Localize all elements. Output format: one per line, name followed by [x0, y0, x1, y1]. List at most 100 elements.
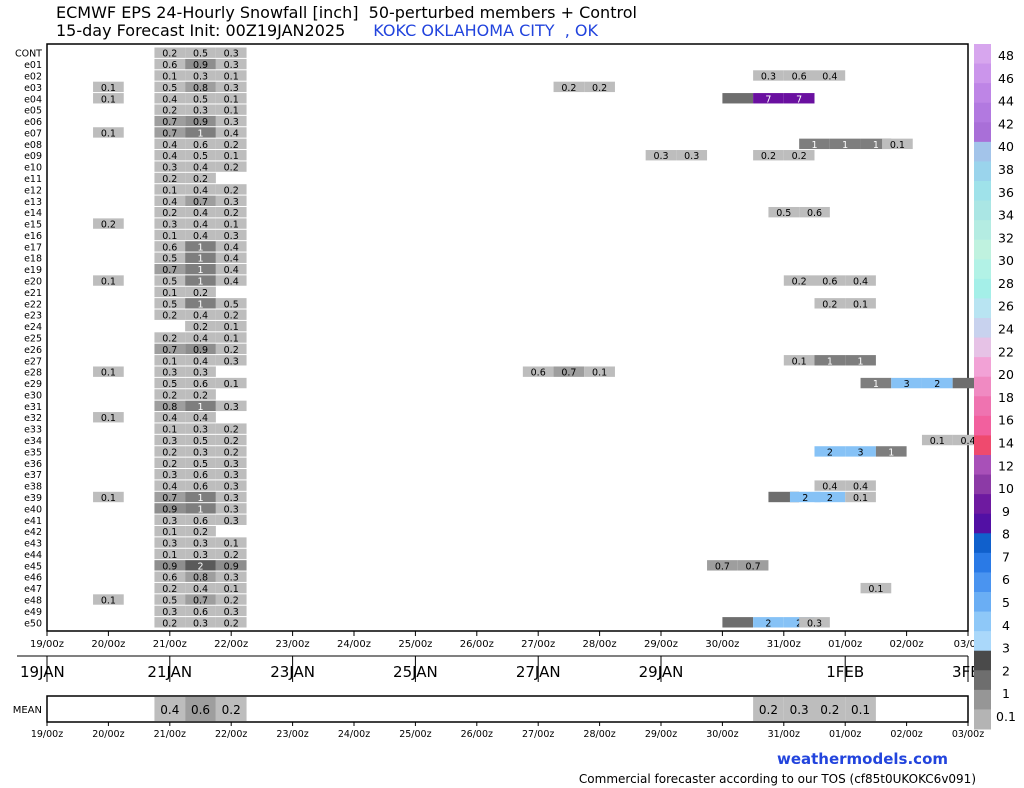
snowfall-cell [814, 491, 846, 503]
cell-value: 1 [873, 379, 879, 390]
cell-value: 0.6 [193, 140, 208, 151]
cell-value: 0.1 [162, 527, 177, 538]
colorbar-swatch [974, 592, 991, 613]
snowfall-cell [215, 320, 247, 332]
mean-value: 0.6 [191, 703, 210, 717]
snowfall-cell [154, 161, 186, 172]
snowfall-cell [154, 343, 186, 355]
snowfall-cell [845, 355, 876, 366]
mean-cell [814, 697, 846, 721]
cell-value: 7 [765, 94, 771, 105]
colorbar-label: 38 [998, 162, 1014, 177]
member-label: e18 [24, 254, 42, 265]
colorbar-swatch [974, 44, 991, 65]
cell-value: 0.1 [224, 539, 239, 550]
colorbar-swatch [974, 161, 991, 182]
date-label: 27JAN [516, 663, 561, 681]
snowfall-cell [154, 491, 186, 503]
colorbar-label: 20 [998, 367, 1014, 382]
colorbar-label: 42 [998, 116, 1014, 131]
snowfall-cell [154, 81, 186, 93]
colorbar-swatch [974, 650, 991, 671]
site-link[interactable]: weathermodels.com [776, 750, 948, 768]
cell-value: 0.7 [193, 197, 208, 208]
snowfall-cell [215, 491, 247, 503]
mean-x-tick-label: 28/00z [583, 729, 615, 740]
snowfall-cell [215, 605, 247, 617]
mean-cell [783, 697, 815, 721]
cell-value: 0.3 [193, 550, 208, 561]
snowfall-cell [154, 537, 186, 548]
snowfall-cell [215, 457, 247, 469]
x-tick-label: 20/00z [91, 639, 125, 650]
member-label: e43 [24, 539, 42, 550]
snowfall-cell [154, 412, 186, 423]
cell-value: 0.4 [193, 333, 208, 344]
cell-value: 0.3 [224, 607, 239, 618]
date-label: 23JAN [270, 663, 315, 681]
snowfall-cell [814, 298, 846, 309]
colorbar-swatch [974, 455, 991, 476]
cell-value: 0.5 [193, 459, 208, 470]
snowfall-cell [93, 366, 124, 377]
snowfall-cell [215, 58, 247, 70]
colorbar-label: 16 [998, 413, 1014, 428]
cell-value: 0.3 [193, 71, 208, 82]
snowfall-cell [185, 127, 216, 138]
snowfall-cell [952, 377, 984, 389]
cell-value: 2 [197, 561, 203, 572]
snowfall-cell [154, 400, 186, 412]
member-label: e19 [24, 265, 42, 276]
snowfall-cell [185, 400, 216, 412]
snowfall-cell [645, 150, 677, 161]
colorbar-swatch [974, 415, 991, 436]
snowfall-cell [154, 275, 186, 286]
cell-value: 0.2 [224, 163, 239, 174]
snowfall-cell [814, 480, 846, 491]
cell-value: 0.1 [224, 379, 239, 390]
member-label: e23 [24, 311, 42, 322]
member-label: e42 [24, 527, 42, 538]
cell-value: 0.3 [224, 516, 239, 527]
chart-title: ECMWF EPS 24-Hourly Snowfall [inch] 50-p… [56, 3, 637, 22]
colorbar-swatch [974, 122, 991, 143]
snowfall-cell [185, 571, 216, 582]
snowfall-cell [154, 58, 186, 70]
colorbar-swatch [974, 631, 991, 652]
snowfall-cell [154, 389, 186, 400]
cell-value: 0.4 [224, 277, 239, 288]
snowfall-cell [215, 241, 247, 252]
cell-value: 0.9 [193, 345, 208, 356]
cell-value: 0.7 [162, 265, 177, 276]
snowfall-cell [215, 298, 247, 309]
cell-value: 0.7 [746, 561, 761, 572]
cell-value: 0.2 [162, 447, 177, 458]
cell-value: 0.3 [807, 618, 822, 629]
snowfall-cell [154, 560, 186, 571]
cell-value: 0.3 [224, 83, 239, 94]
cell-value: 2 [934, 379, 940, 390]
mean-x-tick-label: 25/00z [399, 729, 431, 740]
snowfall-cell [154, 229, 186, 241]
colorbar-swatch [974, 709, 991, 730]
snowfall-cell [154, 514, 186, 525]
cell-value: 0.6 [193, 516, 208, 527]
colorbar-label: 32 [998, 230, 1014, 245]
snowfall-cell [215, 70, 247, 81]
snowfall-cell [185, 617, 216, 628]
colorbar-label: 1 [1002, 686, 1010, 701]
cell-value: 0.4 [193, 163, 208, 174]
snowfall-cell [185, 229, 216, 241]
snowfall-cell [753, 93, 784, 104]
cell-value: 0.5 [224, 299, 239, 310]
snowfall-cell [185, 104, 216, 115]
colorbar-label: 12 [998, 458, 1014, 473]
cell-value: 0.9 [224, 561, 239, 572]
cell-value: 0.3 [193, 368, 208, 379]
snowfall-cell [215, 571, 247, 582]
cell-value: 1 [197, 504, 203, 515]
colorbar-swatch [974, 357, 991, 378]
cell-value: 0.4 [224, 265, 239, 276]
snowfall-cell [215, 400, 247, 412]
member-label: e26 [24, 345, 42, 356]
